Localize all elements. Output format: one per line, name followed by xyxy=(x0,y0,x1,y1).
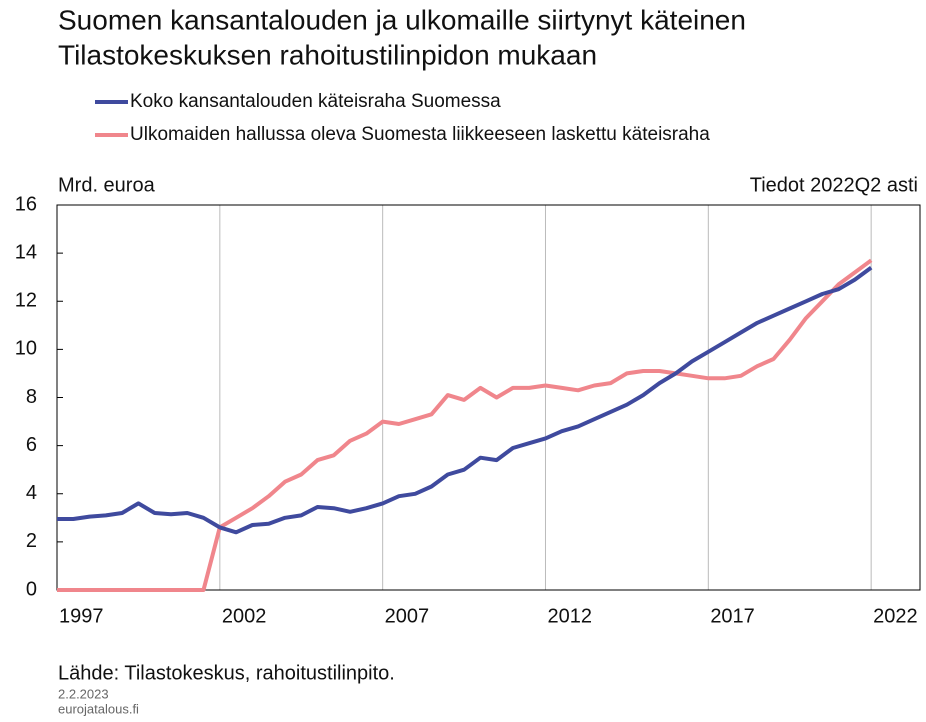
annotation: Tiedot 2022Q2 asti xyxy=(750,174,918,196)
y-tick-label: 2 xyxy=(26,530,37,552)
y-tick-label: 6 xyxy=(26,434,37,456)
legend-label: Ulkomaiden hallussa oleva Suomesta liikk… xyxy=(130,124,710,145)
series-line xyxy=(57,258,873,592)
legend-label: Koko kansantalouden käteisraha Suomessa xyxy=(130,91,501,112)
y-tick-label: 4 xyxy=(26,482,37,504)
plot-frame xyxy=(56,204,921,591)
y-tick-label: 12 xyxy=(15,290,37,312)
series-line xyxy=(57,265,873,535)
chart-title: Tilastokeskuksen rahoitustilinpidon muka… xyxy=(58,39,597,70)
y-tick-label: 14 xyxy=(15,241,37,263)
y-axis-label: Mrd. euroa xyxy=(58,174,156,196)
y-tick-label: 16 xyxy=(15,193,37,215)
y-tick-label: 8 xyxy=(26,386,37,408)
x-tick-label: 2012 xyxy=(547,605,592,627)
date: 2.2.2023 xyxy=(58,686,109,701)
site: eurojatalous.fi xyxy=(58,701,139,716)
chart-title: Suomen kansantalouden ja ulkomaille siir… xyxy=(58,4,746,35)
source: Lähde: Tilastokeskus, rahoitustilinpito. xyxy=(58,662,395,684)
x-tick-label: 2002 xyxy=(222,605,267,627)
x-tick-label: 1997 xyxy=(59,605,104,627)
x-tick-label: 2022 xyxy=(873,605,918,627)
x-tick-label: 2007 xyxy=(385,605,430,627)
x-tick-label: 2017 xyxy=(710,605,755,627)
y-tick-label: 0 xyxy=(26,578,37,600)
y-tick-label: 10 xyxy=(15,338,37,360)
